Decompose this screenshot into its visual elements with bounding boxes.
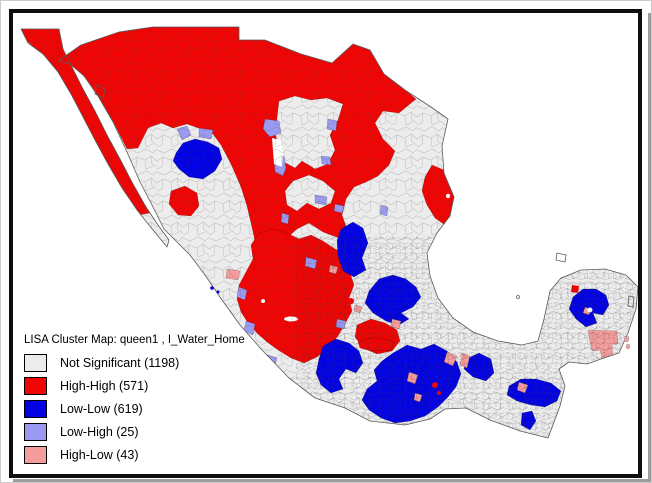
islas-marias-1 [210,286,214,290]
legend-title: LISA Cluster Map: queen1 , I_Water_Home [24,334,245,346]
isla-tiburon [94,84,106,99]
map-legend: LISA Cluster Map: queen1 , I_Water_Home … [24,334,245,470]
municipality-boundaries-fine [296,236,638,438]
legend-item-low-low: Low-Low (619) [24,400,245,418]
baja-outline [20,28,170,248]
isla-mujeres-pink-2 [625,343,631,350]
legend-label-not-significant: Not Significant (1198) [60,356,180,370]
legend-label-high-low: High-Low (43) [60,448,139,462]
legend-swatch-not-significant [24,354,47,372]
legend-item-high-high: High-High (571) [24,377,245,395]
window-shadow-right [648,13,651,482]
legend-swatch-low-high [24,423,47,441]
legend-swatch-low-low [24,400,47,418]
legend-item-high-low: High-Low (43) [24,446,245,464]
legend-label-low-low: Low-Low (619) [60,402,143,416]
islas-marias-2 [216,290,220,294]
legend-item-low-high: Low-High (25) [24,423,245,441]
legend-swatch-high-high [24,377,47,395]
legend-swatch-high-low [24,446,47,464]
isla-north-yucatan [555,252,567,263]
isla-cozumel [627,295,635,308]
legend-label-high-high: High-High (571) [60,379,149,393]
mainland-outline [57,26,639,439]
isla-mujeres-pink-1 [623,335,630,343]
window-shadow-bottom [13,479,651,482]
legend-label-low-high: Low-High (25) [60,425,139,439]
isla-small [516,295,520,299]
legend-item-not-significant: Not Significant (1198) [24,354,245,372]
